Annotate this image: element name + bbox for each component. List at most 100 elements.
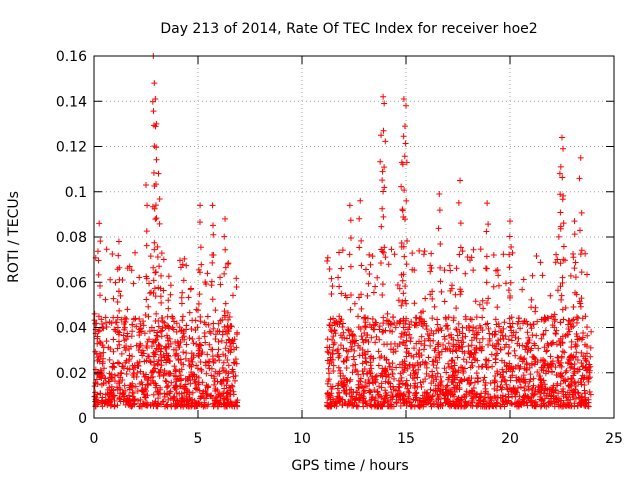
data-point [492,355,499,362]
data-point [339,402,346,409]
data-point [345,327,352,334]
data-point [362,314,369,321]
data-point [563,367,570,374]
data-point [449,282,456,289]
data-point [453,265,460,272]
data-point [412,314,419,321]
data-point [387,363,394,370]
data-point [326,266,333,273]
data-point [225,370,232,377]
data-point [150,169,157,176]
data-point [174,352,181,359]
data-point [159,318,166,325]
data-point [538,397,545,404]
data-point [401,123,408,130]
data-point [198,401,205,408]
data-point [359,346,366,353]
data-point [481,394,488,401]
data-point [468,337,475,344]
y-tick-label: 0.12 [56,140,87,156]
data-point [379,329,386,336]
data-point [336,249,343,256]
data-point [195,266,202,273]
data-point [497,336,504,343]
data-point [194,402,201,409]
data-point [420,346,427,353]
data-point [158,333,165,340]
data-point [401,367,408,374]
data-point [217,317,224,324]
data-point [374,388,381,395]
data-point [379,168,386,175]
data-point [187,380,194,387]
data-point [382,138,389,145]
data-point [533,253,540,260]
data-point [358,333,365,340]
data-point [400,133,407,140]
data-point [324,399,331,406]
data-point [151,285,158,292]
data-point [490,252,497,259]
data-point [513,374,520,381]
data-point [150,391,157,398]
data-point [203,382,210,389]
data-point [329,351,336,358]
data-point [389,370,396,377]
data-point [150,379,157,386]
data-point [166,371,173,378]
data-point [95,257,102,264]
data-point [196,341,203,348]
data-point [212,397,219,404]
data-point [398,159,405,166]
data-point [140,388,147,395]
data-point [396,320,403,327]
data-point [345,348,352,355]
data-point [420,308,427,315]
data-point [547,353,554,360]
data-point [353,403,360,410]
data-point [457,220,464,227]
data-point [198,367,205,374]
data-point [500,373,507,380]
data-point [179,317,186,324]
data-point [401,253,408,260]
data-point [331,402,338,409]
x-tick-label: 20 [501,431,519,447]
data-point [573,291,580,298]
data-point [120,332,127,339]
data-point [215,353,222,360]
data-point [567,272,574,279]
data-point [548,393,555,400]
data-point [524,321,531,328]
data-point [165,273,172,280]
data-point [469,389,476,396]
data-point [197,318,204,325]
data-point [465,343,472,350]
data-point [553,327,560,334]
data-point [112,279,119,286]
data-point [390,383,397,390]
data-point [396,361,403,368]
data-point [221,323,228,330]
data-point [469,327,476,334]
data-point [403,102,409,109]
data-point [201,395,208,402]
data-point [570,303,577,310]
data-point [366,321,373,328]
data-point [501,403,508,410]
x-tick-label: 25 [605,431,623,447]
data-point [119,363,126,370]
x-tick-label: 10 [293,431,311,447]
data-point [501,376,508,383]
data-point [229,403,236,410]
data-point [335,364,342,371]
data-point [389,360,396,367]
data-point [180,277,187,284]
data-point [530,321,537,328]
data-point [507,218,513,225]
data-point [573,319,580,326]
data-point [543,348,550,355]
data-point [401,329,408,336]
data-point [433,398,440,405]
data-point [433,364,440,371]
